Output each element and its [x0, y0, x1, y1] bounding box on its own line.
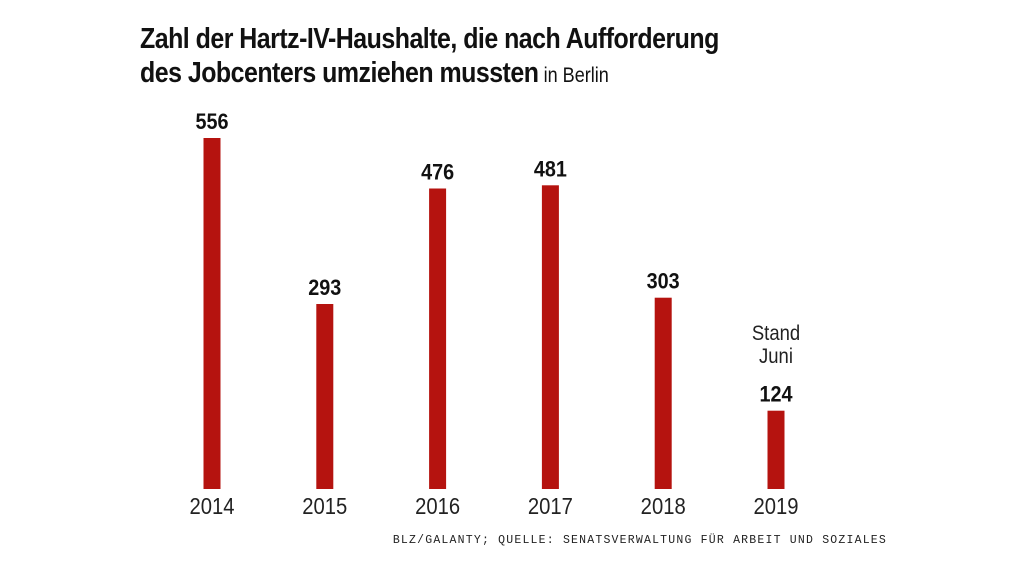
x-tick-label-2018: 2018 [641, 493, 686, 520]
bar-2015 [316, 304, 334, 489]
chart-title: Zahl der Hartz-IV-Haushalte, die nach Au… [140, 22, 719, 93]
value-label-2016: 476 [421, 161, 454, 185]
chart-title-line-2: des Jobcenters umziehen mussten [140, 57, 539, 89]
x-tick-label-2015: 2015 [302, 493, 347, 520]
value-label-2018: 303 [647, 270, 680, 294]
x-tick-label-2017: 2017 [528, 493, 573, 520]
bar-2016 [429, 188, 447, 489]
source-note: BLZ/GALANTY; QUELLE: SENATSVERWALTUNG FÜ… [392, 534, 887, 547]
value-labels-group: 556 293 476 481 303 124 [195, 110, 792, 407]
bars-group [203, 138, 785, 490]
bar-2019 [767, 410, 785, 489]
bar-2014 [203, 138, 221, 489]
annotation-juni: Juni [759, 345, 793, 368]
annotation-stand: Stand [752, 322, 800, 345]
chart-title-line-1: Zahl der Hartz-IV-Haushalte, die nach Au… [140, 23, 719, 55]
x-tick-label-2016: 2016 [415, 493, 460, 520]
bar-2017 [541, 185, 559, 490]
value-label-2014: 556 [195, 110, 228, 134]
value-label-2019: 124 [759, 383, 792, 407]
x-tick-label-2014: 2014 [189, 493, 234, 520]
x-tick-label-2019: 2019 [753, 493, 798, 520]
x-tick-labels-group: 2014 2015 2016 2017 2018 2019 [189, 493, 798, 520]
value-label-2017: 481 [534, 157, 567, 181]
bar-2018 [654, 297, 672, 489]
chart-subtitle: in Berlin [543, 64, 609, 87]
value-label-2015: 293 [308, 276, 341, 300]
annotations-group: Stand Juni [752, 322, 800, 368]
